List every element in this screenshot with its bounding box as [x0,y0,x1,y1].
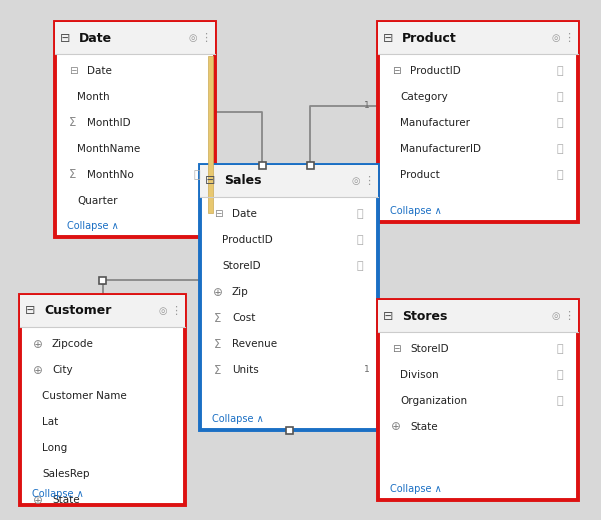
Text: ⟍: ⟍ [557,396,563,406]
Text: State: State [52,495,79,505]
Text: Customer: Customer [44,305,111,318]
Text: ⊟: ⊟ [69,66,78,76]
FancyBboxPatch shape [20,295,185,505]
Text: Collapse ∧: Collapse ∧ [67,221,119,231]
Text: Stores: Stores [402,309,447,322]
Text: ⟍: ⟍ [557,170,563,180]
Text: Date: Date [87,66,112,76]
Text: Collapse ∧: Collapse ∧ [212,414,264,424]
Text: ⟍: ⟍ [356,261,364,271]
Text: ◎: ◎ [552,311,560,321]
Text: ⊟: ⊟ [213,209,222,219]
Text: Units: Units [232,365,259,375]
Text: ⊕: ⊕ [391,421,401,434]
Text: ⟍: ⟍ [557,118,563,128]
Text: Σ: Σ [215,337,222,350]
Text: ⋮: ⋮ [564,33,575,43]
Text: 1: 1 [364,366,370,374]
Text: ⟍: ⟍ [194,170,200,180]
Bar [378,300,578,332]
Text: Σ: Σ [215,311,222,324]
Text: ⊟: ⊟ [383,32,393,45]
Text: Cost: Cost [232,313,255,323]
Text: ⟍: ⟍ [557,370,563,380]
Text: 1: 1 [100,278,105,287]
Bar [55,22,215,54]
Text: Collapse ∧: Collapse ∧ [390,484,442,494]
Text: ◎: ◎ [552,33,560,43]
Text: Month: Month [77,92,109,102]
Text: Date: Date [79,32,112,45]
Text: Customer Name: Customer Name [42,391,127,401]
FancyBboxPatch shape [378,300,578,500]
Text: Long: Long [42,443,67,453]
Text: SalesRep: SalesRep [42,469,90,479]
Text: Σ: Σ [69,116,77,129]
Bar [285,426,293,434]
Text: Manufacturer: Manufacturer [400,118,470,128]
Text: City: City [52,365,73,375]
Text: ◎: ◎ [189,33,197,43]
Text: ⋮: ⋮ [364,176,374,186]
Text: ⟍: ⟍ [356,235,364,245]
Text: ⊟: ⊟ [25,305,35,318]
Text: Sales: Sales [224,175,261,188]
FancyBboxPatch shape [55,22,215,237]
Text: ⊟: ⊟ [59,32,70,45]
Text: Collapse ∧: Collapse ∧ [32,489,84,499]
Text: ProductID: ProductID [410,66,461,76]
Text: Category: Category [400,92,448,102]
Text: ⊕: ⊕ [33,363,43,376]
FancyBboxPatch shape [378,22,578,222]
Bar [200,165,378,197]
Text: ⋮: ⋮ [171,306,182,316]
Bar [208,56,213,213]
Text: ◎: ◎ [352,176,360,186]
Text: ⊕: ⊕ [33,493,43,506]
Text: Product: Product [402,32,457,45]
Text: Collapse ∧: Collapse ∧ [390,206,442,216]
Text: ⟍: ⟍ [557,144,563,154]
Text: ⊟: ⊟ [383,309,393,322]
Text: State: State [410,422,438,432]
Text: ProductID: ProductID [222,235,273,245]
Text: ⊟: ⊟ [205,175,215,188]
Text: Product: Product [400,170,440,180]
Bar [307,162,314,168]
Text: Σ: Σ [69,168,77,181]
Text: ⟍: ⟍ [557,344,563,354]
Text: ManufacturerID: ManufacturerID [400,144,481,154]
Bar [99,277,106,283]
Text: ⟍: ⟍ [557,66,563,76]
Bar [20,295,185,327]
Text: ⋮: ⋮ [201,33,212,43]
Text: Σ: Σ [215,363,222,376]
Text: Divison: Divison [400,370,439,380]
Text: Organization: Organization [400,396,467,406]
Text: MonthName: MonthName [77,144,140,154]
Text: ⊕: ⊕ [213,285,223,298]
Text: Zip: Zip [232,287,249,297]
Text: ⟍: ⟍ [356,209,364,219]
Bar [378,22,578,54]
Text: 1: 1 [364,101,370,110]
Text: ⋮: ⋮ [564,311,575,321]
Text: Zipcode: Zipcode [52,339,94,349]
Text: Revenue: Revenue [232,339,277,349]
Bar [259,162,266,168]
Text: MonthNo: MonthNo [87,170,134,180]
Text: StoreID: StoreID [410,344,448,354]
FancyBboxPatch shape [200,165,378,430]
Text: MonthID: MonthID [87,118,130,128]
Text: Quarter: Quarter [77,196,118,206]
Text: Lat: Lat [42,417,58,427]
Text: ⊟: ⊟ [392,66,400,76]
Text: Date: Date [232,209,257,219]
Text: StoreID: StoreID [222,261,261,271]
Text: ⊕: ⊕ [33,337,43,350]
Text: ◎: ◎ [159,306,167,316]
Text: ⟍: ⟍ [557,92,563,102]
Text: ⊟: ⊟ [392,344,400,354]
